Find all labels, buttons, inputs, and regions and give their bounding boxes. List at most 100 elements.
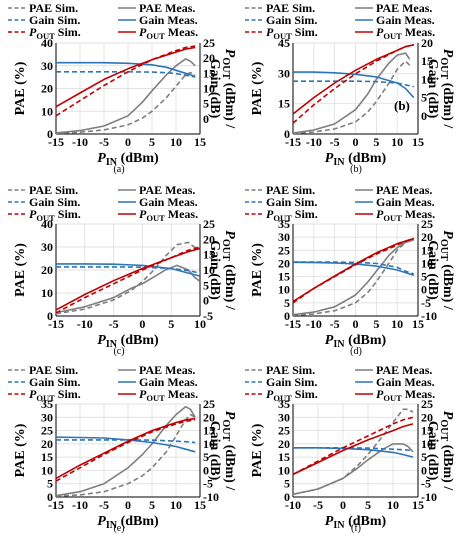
x-tick-label: 10 bbox=[170, 135, 182, 149]
series-line-gain-meas bbox=[293, 447, 414, 458]
panel-caption: (d) bbox=[350, 346, 362, 357]
x-tick-label: 15 bbox=[194, 135, 206, 149]
y-right-tick-label: 5 bbox=[203, 450, 209, 464]
x-tick-label: -5 bbox=[99, 135, 109, 149]
x-tick-label: 10 bbox=[391, 317, 403, 331]
legend-label-main: P bbox=[139, 25, 147, 39]
y-right-tick-label: 15 bbox=[203, 248, 215, 262]
series-line-pout-sim bbox=[55, 246, 201, 314]
x-axis-title-sub: IN bbox=[106, 339, 118, 350]
legend-label: Gain Meas. bbox=[376, 13, 435, 27]
y-left-tick-label: 20 bbox=[41, 82, 53, 96]
legend-label: POUT Meas. bbox=[139, 25, 198, 41]
y-axis-left-title: PAE (%) bbox=[250, 423, 265, 477]
y-right-tick-label: 10 bbox=[421, 256, 433, 270]
legend-label: Gain Meas. bbox=[376, 195, 435, 209]
y-left-tick-label: 25 bbox=[278, 424, 290, 438]
y-axis-right-title-line2: Gain (dB) bbox=[425, 59, 440, 119]
y-left-tick-label: 30 bbox=[278, 410, 290, 424]
y-left-tick-label: 0 bbox=[284, 490, 290, 504]
y-right-tick-label: 25 bbox=[203, 397, 215, 411]
series-line-gain-meas bbox=[56, 61, 196, 78]
legend-label-sub: OUT bbox=[383, 213, 402, 223]
series-line-pae-meas bbox=[55, 264, 201, 314]
y-axis-right-title-rest: (dBm) / bbox=[440, 79, 455, 129]
legend-label-rest: Sim. bbox=[292, 207, 318, 221]
legend-label: Gain Meas. bbox=[139, 13, 198, 27]
x-tick-label: 5 bbox=[373, 317, 379, 331]
panel-caption: (a) bbox=[113, 164, 124, 175]
series-line-pout-sim bbox=[55, 45, 196, 117]
legend-label: POUT Meas. bbox=[376, 25, 435, 41]
x-tick-label: -15 bbox=[48, 498, 64, 512]
x-axis-title: PIN (dBm) bbox=[97, 151, 159, 168]
y-left-tick-label: 30 bbox=[278, 66, 290, 80]
legend-label-rest: Meas. bbox=[165, 207, 198, 221]
y-right-tick-label: -10 bbox=[203, 490, 219, 504]
y-axis-right-title-main: P bbox=[440, 230, 455, 239]
y-axis-right-title-rest: (dBm) / bbox=[222, 441, 237, 491]
legend-label: PAE Meas. bbox=[376, 1, 432, 15]
y-right-tick-label: -10 bbox=[421, 490, 437, 504]
x-tick-label: -10 bbox=[72, 498, 88, 512]
y-left-tick-label: 20 bbox=[278, 437, 290, 451]
x-tick-label: 5 bbox=[168, 317, 174, 331]
legend-label: Gain Sim. bbox=[266, 375, 317, 389]
y-left-tick-label: 0 bbox=[47, 127, 53, 141]
series-line-pae-sim bbox=[292, 408, 414, 496]
series-line-pae-sim bbox=[292, 60, 411, 135]
series-line-pae-sim bbox=[292, 239, 415, 316]
legend-label: POUT Meas. bbox=[139, 387, 198, 403]
y-right-tick-label: 20 bbox=[203, 410, 215, 424]
x-axis-title: PIN (dBm) bbox=[325, 333, 387, 350]
y-left-tick-label: 40 bbox=[41, 217, 53, 231]
legend-label: POUT Meas. bbox=[376, 207, 435, 223]
legend-label: POUT Meas. bbox=[139, 207, 198, 223]
x-tick-label: -10 bbox=[306, 135, 322, 149]
x-tick-label: -5 bbox=[109, 317, 119, 331]
x-axis-title-main: P bbox=[325, 151, 334, 166]
series-line-pout-meas bbox=[292, 44, 414, 115]
chart-panel-a: PAE Sim. PAE Meas.Gain Sim. Gain Meas.POUT… bbox=[8, 1, 237, 175]
x-tick-label: 15 bbox=[412, 317, 424, 331]
series-line-pout-meas bbox=[292, 237, 415, 303]
y-right-tick-label: -5 bbox=[421, 477, 431, 491]
y-left-tick-label: 0 bbox=[47, 309, 53, 323]
legend-label-sub: OUT bbox=[273, 393, 292, 403]
y-axis-right-title-main: P bbox=[440, 411, 455, 420]
x-axis-title-rest: (dBm) bbox=[117, 514, 159, 529]
y-axis-right-title-sub: OUT bbox=[438, 419, 449, 441]
y-right-tick-label: 25 bbox=[421, 217, 433, 231]
x-axis-title-sub: IN bbox=[333, 157, 345, 168]
x-axis-title-rest: (dBm) bbox=[117, 151, 159, 166]
x-tick-label: -15 bbox=[285, 317, 301, 331]
y-axis-right-title-line2: Gain (dB) bbox=[207, 59, 222, 119]
y-left-tick-label: 10 bbox=[278, 463, 290, 477]
legend-label-rest: Sim. bbox=[55, 387, 81, 401]
legend-label-main: P bbox=[139, 387, 147, 401]
series-line-gain-sim bbox=[56, 439, 196, 444]
y-axis-right-title-line2: Gain (dB) bbox=[207, 240, 222, 300]
y-right-tick-label: 10 bbox=[203, 263, 215, 277]
x-tick-label: 0 bbox=[340, 498, 346, 512]
series-line-pout-meas bbox=[292, 423, 414, 476]
y-right-tick-label: 10 bbox=[203, 437, 215, 451]
x-tick-label: 10 bbox=[387, 498, 399, 512]
y-axis-right-title-line2: Gain (dB) bbox=[207, 421, 222, 481]
y-left-tick-label: 10 bbox=[41, 104, 53, 118]
x-tick-label: -5 bbox=[313, 498, 323, 512]
x-tick-label: 10 bbox=[194, 317, 206, 331]
y-axis-right-title: POUT (dBm) / bbox=[438, 230, 455, 311]
y-right-tick-label: 15 bbox=[421, 54, 433, 68]
y-axis-right-title-main: P bbox=[222, 411, 237, 420]
y-left-tick-label: 0 bbox=[284, 309, 290, 323]
series-line-gain-meas bbox=[55, 436, 196, 453]
y-right-tick-label: 20 bbox=[421, 410, 433, 424]
x-axis-title: PIN (dBm) bbox=[97, 333, 159, 350]
panel-caption: (e) bbox=[113, 523, 124, 534]
legend-label: PAE Meas. bbox=[376, 363, 432, 377]
legend-label: PAE Sim. bbox=[266, 183, 315, 197]
x-tick-label: 10 bbox=[391, 135, 403, 149]
x-tick-label: 0 bbox=[353, 135, 359, 149]
y-left-tick-label: 30 bbox=[41, 410, 53, 424]
